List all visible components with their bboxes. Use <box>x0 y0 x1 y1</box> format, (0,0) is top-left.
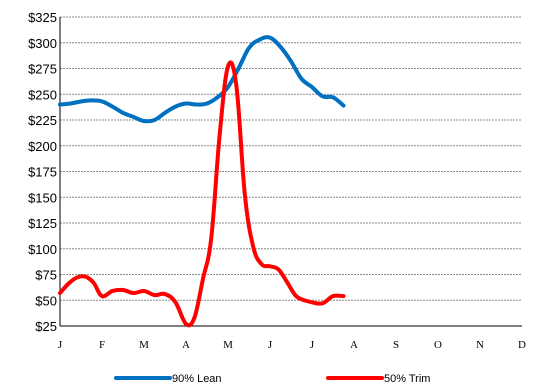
x-tick-label: S <box>393 339 399 351</box>
y-tick-label: $175 <box>28 165 57 180</box>
x-tick-label: F <box>99 339 105 351</box>
y-tick-label: $325 <box>28 10 57 25</box>
x-tick-label: N <box>476 339 484 351</box>
y-tick-label: $275 <box>28 62 57 77</box>
x-tick-label: M <box>139 339 149 351</box>
legend-label-50-trim: 50% Trim <box>384 373 430 385</box>
x-tick-label: D <box>518 339 526 351</box>
x-tick-label: M <box>223 339 233 351</box>
y-tick-label: $75 <box>35 268 57 283</box>
y-tick-label: $150 <box>28 190 57 205</box>
y-tick-label: $200 <box>28 139 57 154</box>
y-tick-label: $125 <box>28 216 57 231</box>
legend-label-90-lean: 90% Lean <box>172 373 222 385</box>
y-tick-label: $225 <box>28 113 57 128</box>
series-line-90-lean <box>58 35 346 124</box>
series-line-50-trim <box>58 60 346 328</box>
y-tick-label: $50 <box>35 293 57 308</box>
x-tick-label: J <box>268 339 273 351</box>
x-tick-label: A <box>350 339 358 351</box>
x-tick-label: J <box>58 339 63 351</box>
x-tick-label: J <box>310 339 315 351</box>
x-tick-label: A <box>182 339 190 351</box>
y-tick-label: $100 <box>28 242 57 257</box>
y-tick-label: $25 <box>35 319 57 334</box>
x-tick-label: O <box>434 339 442 351</box>
y-tick-label: $300 <box>28 36 57 51</box>
y-tick-label: $250 <box>28 87 57 102</box>
